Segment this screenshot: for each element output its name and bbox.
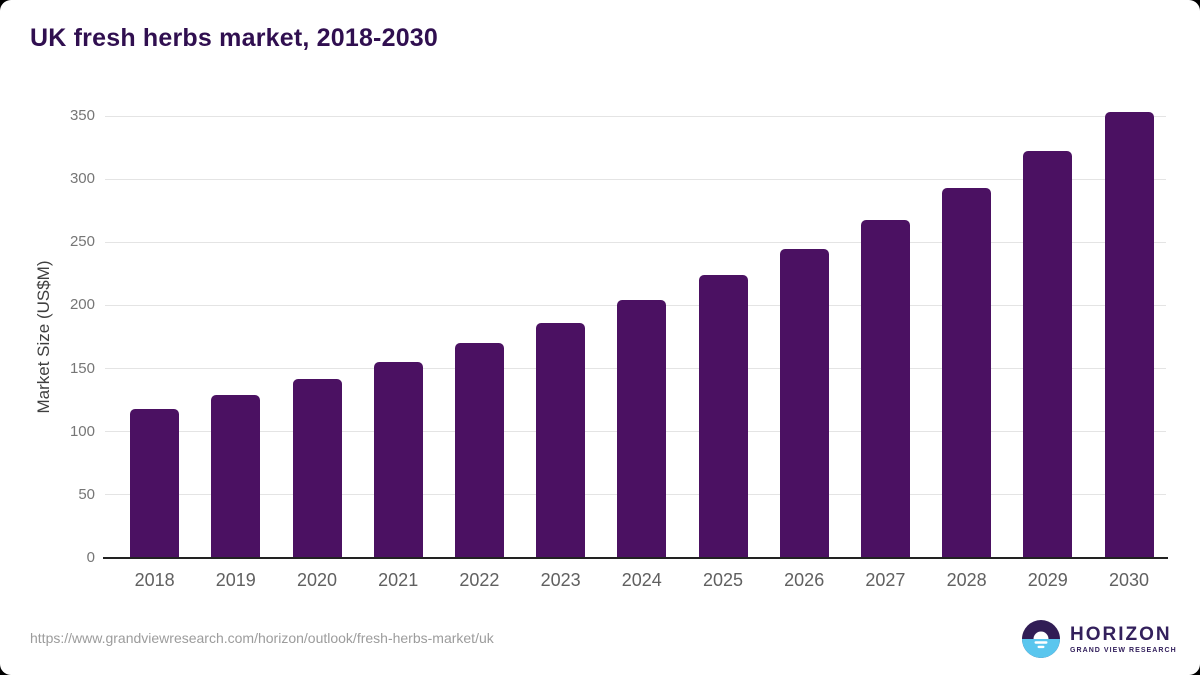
bar-2029[interactable] bbox=[1023, 151, 1073, 558]
x-tick-label-2021: 2021 bbox=[378, 570, 419, 590]
y-tick-label-250: 250 bbox=[69, 233, 95, 251]
x-tick-label-2030: 2030 bbox=[1108, 570, 1150, 590]
bar-2025[interactable] bbox=[698, 275, 748, 558]
horizon-logo: HORIZON GRAND VIEW RESEARCH bbox=[1022, 620, 1177, 658]
bar-2021[interactable] bbox=[373, 362, 423, 558]
gridline-350 bbox=[105, 115, 1166, 117]
y-tick-label-100: 100 bbox=[69, 422, 95, 440]
horizon-sun-icon bbox=[1022, 620, 1060, 658]
x-tick-label-2025: 2025 bbox=[702, 570, 744, 590]
x-tick-label-2029: 2029 bbox=[1027, 570, 1068, 590]
x-tick-label-2019: 2019 bbox=[215, 570, 256, 590]
chart-title: UK fresh herbs market, 2018-2030 bbox=[30, 24, 438, 52]
y-tick-label-350: 350 bbox=[69, 107, 95, 124]
bar-2024[interactable] bbox=[617, 300, 667, 558]
bar-2019[interactable] bbox=[211, 395, 261, 558]
y-axis-title: Market Size (US$M) bbox=[34, 260, 53, 414]
x-axis-line bbox=[103, 557, 1168, 559]
gridline-250 bbox=[105, 241, 1166, 243]
x-tick-label-2026: 2026 bbox=[784, 570, 825, 590]
x-tick-label-2022: 2022 bbox=[459, 570, 500, 590]
bar-2020[interactable] bbox=[292, 378, 342, 558]
x-tick-label-2020: 2020 bbox=[296, 570, 338, 590]
y-tick-label-150: 150 bbox=[69, 359, 95, 377]
y-tick-label-300: 300 bbox=[69, 170, 95, 188]
bar-2022[interactable] bbox=[454, 343, 504, 558]
source-url: https://www.grandviewresearch.com/horizo… bbox=[30, 630, 494, 646]
x-tick-label-2024: 2024 bbox=[621, 570, 662, 590]
bar-2026[interactable] bbox=[779, 248, 829, 558]
x-tick-label-2018: 2018 bbox=[134, 570, 175, 590]
bar-2028[interactable] bbox=[942, 187, 992, 558]
x-tick-label-2023: 2023 bbox=[540, 570, 581, 590]
y-tick-label-0: 0 bbox=[86, 549, 95, 566]
x-tick-label-2027: 2027 bbox=[865, 570, 906, 590]
y-tick-label-50: 50 bbox=[78, 485, 95, 503]
logo-name: HORIZON bbox=[1070, 623, 1172, 645]
logo-subtitle: GRAND VIEW RESEARCH bbox=[1070, 646, 1177, 654]
x-tick-label-2028: 2028 bbox=[946, 570, 987, 590]
gridline-300 bbox=[105, 178, 1166, 180]
bar-2030[interactable] bbox=[1104, 112, 1154, 558]
y-tick-label-200: 200 bbox=[69, 296, 95, 314]
logo-text-block: HORIZON GRAND VIEW RESEARCH bbox=[1070, 623, 1177, 654]
bar-2023[interactable] bbox=[536, 323, 586, 558]
bar-2027[interactable] bbox=[860, 219, 910, 558]
bar-2018[interactable] bbox=[130, 408, 180, 558]
